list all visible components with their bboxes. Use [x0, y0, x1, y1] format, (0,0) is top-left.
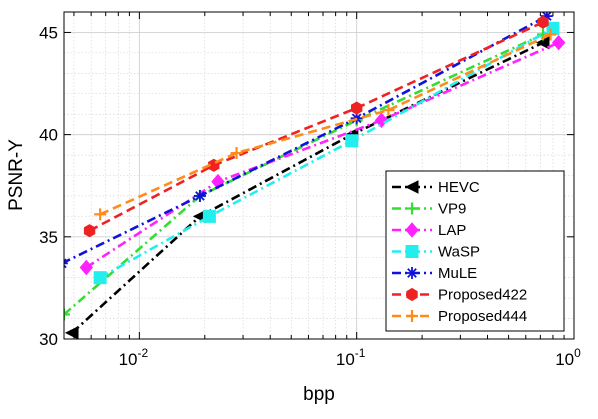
legend-label: Proposed444: [438, 308, 527, 325]
legend-label: Proposed422: [438, 287, 527, 304]
legend-marker: [404, 180, 419, 194]
series-layer: [64, 12, 566, 339]
data-point-proposed422: [83, 224, 96, 238]
tick-labels: 30 35 40 45 10-2 10-1 100: [39, 23, 581, 369]
legend-item-vp9: VP9: [392, 201, 466, 218]
y-tick-label: 40: [39, 126, 58, 145]
data-point-mule: [64, 258, 68, 269]
y-tick-label: 35: [39, 228, 58, 247]
legend-label: VP9: [438, 201, 466, 218]
series-line-lap: [85, 41, 560, 269]
data-point-proposed444: [94, 208, 107, 221]
legend-marker: [406, 267, 418, 279]
data-point-wasp: [93, 271, 107, 285]
legend-marker: [405, 245, 419, 258]
data-point-proposed422: [350, 101, 363, 115]
data-point-proposed422: [537, 15, 549, 29]
data-point-proposed444: [544, 28, 557, 41]
legend-item-proposed422: Proposed422: [392, 287, 527, 304]
y-axis-title: PSNR-Y: [6, 139, 27, 211]
legend-item-proposed444: Proposed444: [392, 308, 527, 325]
series-line-proposed444: [99, 33, 552, 216]
data-point-vp9: [64, 308, 70, 321]
legend-label: HEVC: [438, 179, 480, 196]
data-point-proposed444: [230, 147, 243, 160]
y-tick-label: 45: [39, 23, 58, 42]
series-line-vp9: [64, 33, 544, 316]
legend-label: MuLE: [438, 265, 477, 282]
series-line-hevc: [71, 41, 544, 334]
data-point-proposed444: [382, 104, 395, 117]
legend: HEVC VP9 LAP WaSP MuLE Proposed422 Proposed444: [385, 170, 565, 332]
data-point-lap: [79, 259, 93, 276]
x-axis-title: bpp: [303, 384, 335, 405]
series-line-mule: [64, 14, 548, 264]
x-tick-label: 100: [555, 346, 581, 369]
x-tick-label: 10-2: [119, 346, 149, 369]
legend-marker: [406, 287, 418, 302]
y-tick-label: 30: [39, 330, 58, 349]
data-point-wasp: [546, 21, 560, 35]
data-point-lap: [552, 34, 566, 51]
legend-marker: [406, 202, 418, 215]
legend-label: LAP: [438, 222, 466, 239]
axis-ticks: [64, 12, 575, 340]
series-line-proposed422: [88, 21, 544, 232]
x-tick-label: 10-1: [336, 346, 366, 369]
legend-item-lap: LAP: [392, 222, 466, 239]
legend-item-wasp: WaSP: [392, 244, 480, 261]
legend-item-mule: MuLE: [392, 265, 477, 282]
series-proposed444: [94, 28, 557, 221]
legend-label: WaSP: [438, 244, 480, 261]
data-point-hevc: [64, 326, 79, 339]
series-proposed422: [83, 15, 549, 238]
legend-marker: [406, 310, 418, 322]
data-point-mule: [193, 189, 206, 202]
legend-marker: [405, 222, 419, 238]
legend-item-hevc: HEVC: [392, 179, 480, 196]
plot-frame: [63, 11, 575, 340]
series-line-wasp: [99, 27, 554, 279]
data-point-wasp: [202, 209, 216, 223]
data-point-wasp: [345, 134, 359, 148]
